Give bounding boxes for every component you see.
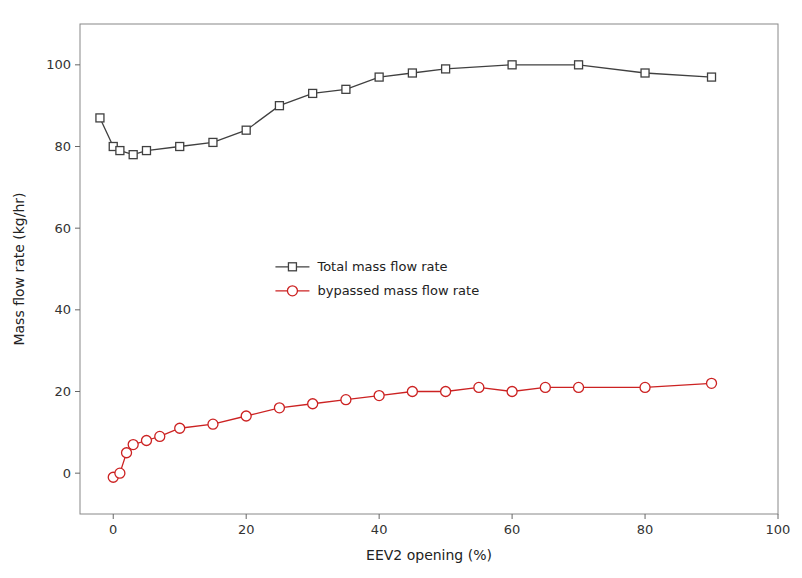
x-tick (645, 514, 646, 519)
x-tick (246, 514, 247, 519)
point-marker (142, 147, 150, 155)
point-marker (176, 143, 184, 151)
point-marker (275, 102, 283, 110)
y-tick-label: 60 (54, 221, 71, 236)
legend: Total mass flow rate bypassed mass flow r… (275, 259, 479, 298)
y-tick (75, 473, 80, 474)
point-marker (141, 436, 151, 446)
y-tick-label: 40 (54, 302, 71, 317)
y-tick-label: 0 (63, 466, 71, 481)
x-tick (512, 514, 513, 519)
y-tick-label: 80 (54, 139, 71, 154)
chart: 0 20 40 60 80 100 0 20 40 60 80 100 EEV2 opening (%)… (0, 0, 802, 578)
legend-marker (287, 286, 297, 296)
y-tick (75, 146, 80, 147)
point-marker (208, 419, 218, 429)
plot-frame (80, 24, 778, 514)
point-marker (342, 85, 350, 93)
point-marker (175, 423, 185, 433)
chart-container: 0 20 40 60 80 100 0 20 40 60 80 100 EEV2 opening (%)… (0, 0, 802, 578)
point-marker (441, 387, 451, 397)
data-group (96, 61, 717, 482)
point-marker (474, 382, 484, 392)
y-tick (75, 228, 80, 229)
y-tick-label: 20 (54, 384, 71, 399)
y-tick (75, 309, 80, 310)
point-marker (155, 431, 165, 441)
point-marker (540, 382, 550, 392)
point-marker (96, 114, 104, 122)
point-marker (374, 391, 384, 401)
x-tick-label: 20 (238, 522, 255, 537)
point-marker (508, 61, 516, 69)
series-line (100, 65, 712, 155)
x-tick-label: 100 (766, 522, 791, 537)
point-marker (116, 147, 124, 155)
x-tick (113, 514, 114, 519)
point-marker (128, 440, 138, 450)
point-marker (442, 65, 450, 73)
point-marker (641, 69, 649, 77)
point-marker (574, 382, 584, 392)
y-tick-label: 100 (46, 57, 71, 72)
point-marker (375, 73, 383, 81)
legend-marker (288, 263, 296, 271)
y-axis-label: Mass flow rate (kg/hr) (11, 192, 27, 345)
point-marker (274, 403, 284, 413)
point-marker (308, 399, 318, 409)
y-tick (75, 64, 80, 65)
point-marker (507, 387, 517, 397)
x-tick-label: 40 (371, 522, 388, 537)
point-marker (707, 378, 717, 388)
legend-label: bypassed mass flow rate (317, 283, 479, 298)
x-tick (379, 514, 380, 519)
point-marker (408, 69, 416, 77)
point-marker (708, 73, 716, 81)
series-line (113, 383, 711, 477)
point-marker (407, 387, 417, 397)
legend-label: Total mass flow rate (316, 259, 447, 274)
point-marker (575, 61, 583, 69)
point-marker (129, 151, 137, 159)
x-tick-label: 60 (504, 522, 521, 537)
x-tick-label: 0 (109, 522, 117, 537)
x-tick (778, 514, 779, 519)
point-marker (309, 89, 317, 97)
point-marker (640, 382, 650, 392)
point-marker (209, 138, 217, 146)
y-tick (75, 391, 80, 392)
point-marker (242, 126, 250, 134)
point-marker (241, 411, 251, 421)
x-tick-label: 80 (637, 522, 654, 537)
point-marker (341, 395, 351, 405)
point-marker (115, 468, 125, 478)
x-axis-label: EEV2 opening (%) (366, 547, 492, 563)
